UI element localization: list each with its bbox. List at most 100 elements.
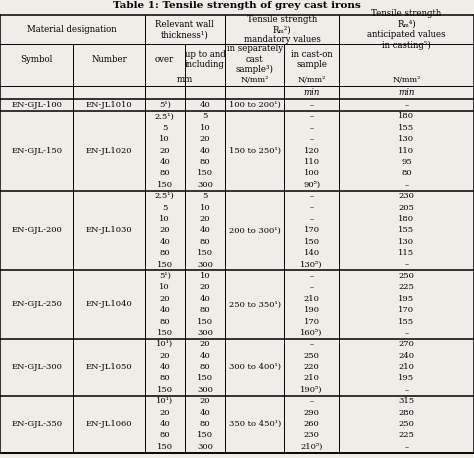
Text: –: – (310, 284, 314, 291)
Text: 80: 80 (200, 238, 210, 246)
Text: N/mm²: N/mm² (241, 76, 269, 84)
Text: 80: 80 (200, 363, 210, 371)
Text: 40: 40 (200, 409, 210, 417)
Text: 350 to 450¹): 350 to 450¹) (228, 420, 281, 428)
Text: 225: 225 (399, 284, 414, 291)
Text: 150: 150 (304, 238, 319, 246)
Text: 80: 80 (200, 306, 210, 314)
Text: 80: 80 (200, 158, 210, 166)
Text: 20: 20 (159, 226, 170, 234)
Text: 40: 40 (200, 352, 210, 360)
Text: –: – (310, 204, 314, 212)
Text: 10: 10 (200, 272, 210, 280)
Text: 40: 40 (159, 420, 170, 428)
Text: –: – (310, 397, 314, 405)
Text: 100: 100 (304, 169, 319, 177)
Text: –: – (404, 386, 409, 394)
Text: 20: 20 (200, 284, 210, 291)
Text: –: – (404, 101, 409, 109)
Text: –: – (310, 135, 314, 143)
Text: 155: 155 (398, 226, 415, 234)
Text: up to and
including: up to and including (185, 49, 225, 69)
Text: 200 to 300¹): 200 to 300¹) (229, 226, 281, 234)
Text: 300: 300 (197, 386, 213, 394)
Text: 210⁵): 210⁵) (301, 443, 323, 451)
Text: 10: 10 (200, 124, 210, 132)
Text: 210: 210 (304, 375, 319, 382)
Text: 90⁵): 90⁵) (303, 181, 320, 189)
Text: 20: 20 (200, 340, 210, 348)
Text: 100 to 200¹): 100 to 200¹) (229, 101, 281, 109)
Text: 95: 95 (401, 158, 412, 166)
Text: 10¹): 10¹) (156, 340, 173, 348)
Text: EN-GJL-250: EN-GJL-250 (11, 300, 62, 308)
Text: 195: 195 (398, 295, 415, 303)
Text: 210: 210 (399, 363, 414, 371)
Text: 20: 20 (159, 295, 170, 303)
Text: 225: 225 (399, 431, 414, 439)
Text: 80: 80 (159, 375, 170, 382)
Text: 5: 5 (202, 192, 208, 200)
Text: 5: 5 (202, 113, 208, 120)
Text: 260: 260 (304, 420, 319, 428)
Text: 40: 40 (159, 363, 170, 371)
Text: Table 1: Tensile strength of grey cast irons: Table 1: Tensile strength of grey cast i… (113, 1, 361, 10)
Text: 280: 280 (399, 409, 414, 417)
Text: EN-JL1020: EN-JL1020 (86, 147, 132, 155)
Text: 20: 20 (200, 135, 210, 143)
Text: EN-GJL-100: EN-GJL-100 (11, 101, 62, 109)
Text: min: min (303, 88, 320, 97)
Text: 150: 150 (197, 169, 213, 177)
Text: 250: 250 (399, 272, 414, 280)
Text: Symbol: Symbol (20, 55, 53, 64)
Text: 250 to 350¹): 250 to 350¹) (229, 300, 281, 308)
Text: 240: 240 (399, 352, 414, 360)
Text: 290: 290 (304, 409, 319, 417)
Text: 180: 180 (399, 215, 414, 223)
Text: 250: 250 (304, 352, 319, 360)
Text: 190: 190 (304, 306, 319, 314)
Text: 130⁵): 130⁵) (301, 261, 323, 268)
Text: 150: 150 (197, 317, 213, 326)
Text: 270: 270 (399, 340, 414, 348)
Text: 150: 150 (157, 329, 173, 337)
Text: 315: 315 (398, 397, 415, 405)
Text: 80: 80 (159, 431, 170, 439)
Text: Material designation: Material designation (27, 25, 117, 34)
Text: 80: 80 (159, 169, 170, 177)
Text: Tensile strength
Rₘ²)
mandatory values: Tensile strength Rₘ²) mandatory values (244, 15, 320, 44)
Text: –: – (404, 443, 409, 451)
Text: EN-JL1030: EN-JL1030 (86, 226, 132, 234)
Text: 40: 40 (159, 306, 170, 314)
Text: –: – (404, 329, 409, 337)
Text: 160⁵): 160⁵) (301, 329, 323, 337)
Text: 150 to 250¹): 150 to 250¹) (229, 147, 281, 155)
Text: 150: 150 (197, 431, 213, 439)
Text: 220: 220 (304, 363, 319, 371)
Text: 155: 155 (398, 317, 415, 326)
Text: 80: 80 (159, 317, 170, 326)
Text: 210: 210 (304, 295, 319, 303)
Text: 150: 150 (197, 375, 213, 382)
Text: 130: 130 (399, 135, 414, 143)
Text: 5: 5 (162, 204, 167, 212)
Text: 195: 195 (398, 375, 415, 382)
Text: 10: 10 (200, 204, 210, 212)
Text: 10: 10 (159, 135, 170, 143)
Text: –: – (310, 272, 314, 280)
Text: 20: 20 (200, 215, 210, 223)
Text: 80: 80 (159, 249, 170, 257)
Text: 180: 180 (399, 113, 414, 120)
Text: min: min (398, 88, 415, 97)
Text: 40: 40 (200, 147, 210, 155)
Text: 10: 10 (159, 284, 170, 291)
Text: 110: 110 (399, 147, 414, 155)
Text: 190⁵): 190⁵) (301, 386, 323, 394)
Text: EN-JL1040: EN-JL1040 (86, 300, 132, 308)
Text: 300: 300 (197, 329, 213, 337)
Text: 80: 80 (401, 169, 412, 177)
Text: EN-GJL-350: EN-GJL-350 (11, 420, 62, 428)
Text: 2.5¹): 2.5¹) (155, 113, 174, 120)
Text: –: – (310, 215, 314, 223)
Text: 20: 20 (159, 352, 170, 360)
